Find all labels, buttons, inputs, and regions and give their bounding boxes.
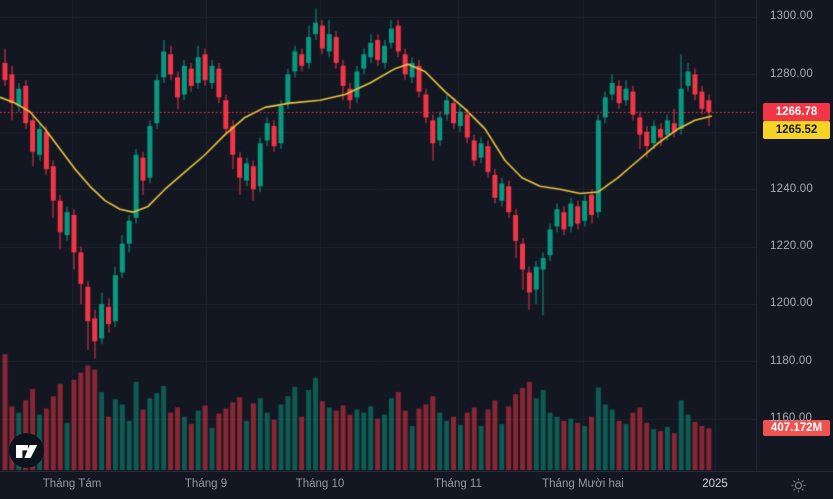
tradingview-logo[interactable] [9,433,44,468]
price-axis-label: 1180.00 [770,354,813,367]
price-axis-label: 1280.00 [770,67,813,80]
price-axis-label: 1220.00 [770,240,813,253]
time-axis-label: Tháng 9 [184,478,228,490]
price-axis-label: 1300.00 [770,10,813,23]
time-axis-label: 2025 [702,478,728,490]
last-price-badge: 1266.78 [763,103,830,122]
price-axis-label: 1160.00 [770,412,813,425]
price-chart-canvas[interactable] [0,0,757,472]
price-axis-label: 1240.00 [770,182,813,195]
time-axis-label: Tháng Tám [42,478,102,490]
time-axis-label: Tháng 10 [295,478,345,490]
price-axis-label: 1200.00 [770,297,813,310]
volume-badge: 407.172M [763,420,830,437]
time-axis[interactable]: Tháng Tám Tháng 9 Tháng 10 Tháng 11 Tháng Mư… [0,471,833,499]
time-axis-label: Tháng Mười hai [542,478,624,490]
price-axis[interactable]: 1266.78 1265.52 407.172M 1300.00 1280.00 1… [756,0,833,472]
sun-icon[interactable] [791,478,806,493]
time-axis-label: Tháng 11 [434,478,482,490]
ma-value-badge: 1265.52 [763,121,830,140]
